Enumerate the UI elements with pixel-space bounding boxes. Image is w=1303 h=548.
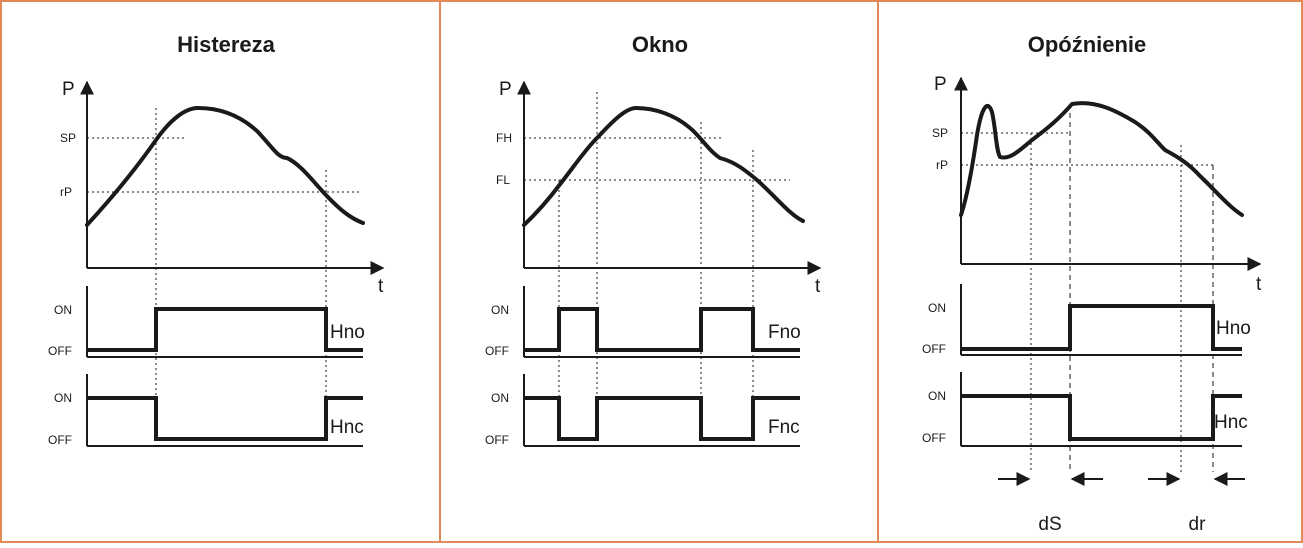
y-axis-label: P <box>934 74 947 95</box>
state-label-off: OFF <box>922 342 946 356</box>
pressure-curve <box>85 106 365 227</box>
level-label-fl: FL <box>496 173 510 187</box>
state-label-off: OFF <box>922 431 946 445</box>
output-label-no: Hno <box>330 322 365 343</box>
panel-title: Opóźnienie <box>1028 32 1147 57</box>
level-label-sp: SP <box>932 126 948 140</box>
level-label-sp: SP <box>60 131 76 145</box>
output-label-nc: Fnc <box>768 417 800 438</box>
pressure-curve <box>522 106 805 227</box>
output-label-no: Hno <box>1216 318 1251 339</box>
output-label-nc: Hnc <box>1214 412 1248 433</box>
signal-no <box>87 307 363 352</box>
state-label-off: OFF <box>485 433 509 447</box>
state-label-off: OFF <box>48 344 72 358</box>
signal-no <box>961 304 1242 351</box>
output-label-no: Fno <box>768 322 801 343</box>
level-label-rp: rP <box>60 185 72 199</box>
state-label-on: ON <box>54 391 72 405</box>
delay-label-dr: dr <box>1189 514 1207 535</box>
signal-nc <box>524 396 800 441</box>
state-label-on: ON <box>491 303 509 317</box>
signal-nc <box>961 394 1242 441</box>
x-axis-label: t <box>1256 274 1262 295</box>
level-label-rp: rP <box>936 158 948 172</box>
panel-okno: Okno P t FH FL ON OFF Fno ON OFF Fnc <box>485 32 822 447</box>
y-axis-label: P <box>499 79 512 100</box>
panel-opoznienie: Opóźnienie P t SP rP ON OFF Hno ON OFF H… <box>922 32 1262 535</box>
state-label-on: ON <box>928 389 946 403</box>
state-label-on: ON <box>928 301 946 315</box>
state-label-on: ON <box>491 391 509 405</box>
pressure-curve <box>959 101 1244 217</box>
panel-title: Histereza <box>177 32 276 57</box>
panel-histereza: Histereza P t SP rP ON OFF Hno ON OFF Hn… <box>48 32 385 447</box>
state-label-off: OFF <box>485 344 509 358</box>
level-label-fh: FH <box>496 131 512 145</box>
state-label-on: ON <box>54 303 72 317</box>
state-label-off: OFF <box>48 433 72 447</box>
signal-nc <box>87 396 363 441</box>
x-axis-label: t <box>815 276 821 297</box>
panel-title: Okno <box>632 32 688 57</box>
output-label-nc: Hnc <box>330 417 364 438</box>
delay-label-ds: dS <box>1038 514 1061 535</box>
signal-no <box>524 307 800 352</box>
y-axis-label: P <box>62 79 75 100</box>
x-axis-label: t <box>378 276 384 297</box>
